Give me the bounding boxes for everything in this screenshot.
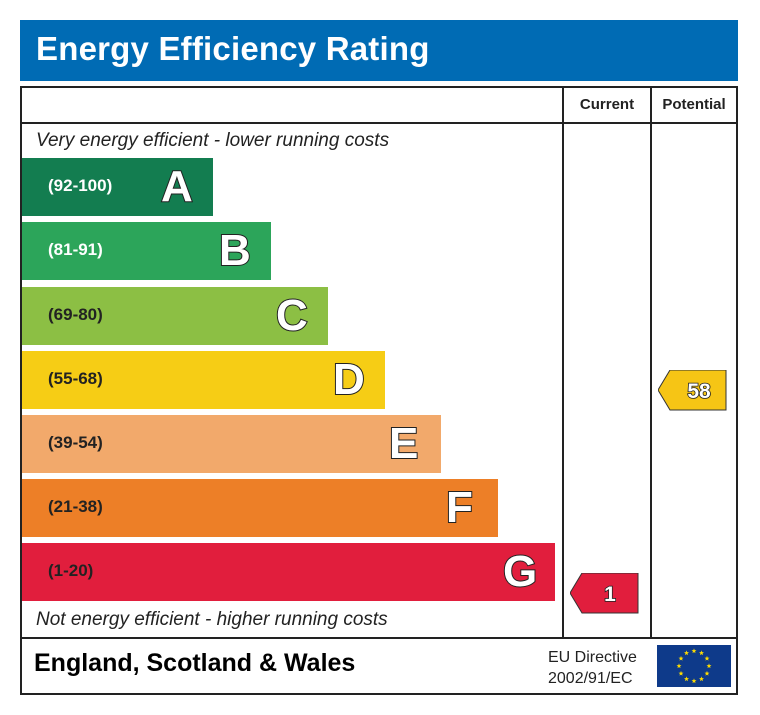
rating-bar-e: (39-54) E	[22, 415, 441, 473]
eu-star-icon	[699, 650, 704, 656]
column-divider-current	[562, 88, 564, 639]
top-caption: Very energy efficient - lower running co…	[36, 130, 390, 151]
rating-bar-c: (69-80) C	[22, 287, 328, 345]
eu-star-icon	[676, 663, 682, 669]
eu-directive-line1: EU Directive	[548, 649, 637, 666]
rating-letter-g: G	[502, 546, 538, 597]
rating-range-f: (21-38)	[48, 497, 103, 516]
rating-letter-e: E	[388, 418, 419, 469]
eu-star-icon	[699, 676, 704, 682]
bottom-caption: Not energy efficient - higher running co…	[36, 609, 388, 630]
eu-star-icon	[684, 676, 689, 682]
rating-range-e: (39-54)	[48, 433, 103, 452]
eu-star-icon	[691, 678, 697, 684]
eu-star-icon	[678, 670, 684, 676]
eu-star-icon	[704, 670, 710, 676]
eu-star-icon	[678, 655, 684, 661]
eu-directive-line2: 2002/91/EC	[548, 670, 633, 687]
potential-rating-arrow: 58	[658, 370, 727, 411]
rating-bar-a: (92-100) A	[22, 158, 213, 216]
rating-bar-g: (1-20) G	[22, 543, 555, 601]
rating-bar-d: (55-68) D	[22, 351, 385, 409]
eu-directive-label: EU Directive 2002/91/EC	[548, 647, 637, 689]
rating-letter-c: C	[275, 290, 309, 341]
eu-star-icon	[704, 655, 710, 661]
current-column-header: Current	[579, 96, 635, 113]
eu-star-icon	[706, 663, 712, 669]
page-title: Energy Efficiency Rating	[36, 30, 430, 67]
eu-star-icon	[691, 648, 697, 654]
eu-star-icon	[684, 650, 689, 656]
potential-column-header: Potential	[662, 96, 726, 113]
rating-range-g: (1-20)	[48, 561, 94, 580]
rating-letter-d: D	[332, 354, 366, 405]
rating-bar-b: (81-91) B	[22, 222, 271, 280]
column-divider-potential	[650, 88, 652, 639]
current-rating-value: 1	[604, 583, 616, 606]
rating-letter-a: A	[160, 161, 194, 212]
current-rating-arrow: 1	[570, 573, 639, 614]
rating-range-b: (81-91)	[48, 240, 103, 259]
potential-rating-value: 58	[687, 380, 711, 403]
rating-letter-b: B	[218, 225, 252, 276]
footer-row: England, Scotland & Wales EU Directive 2…	[22, 639, 736, 693]
footer-row-divider	[22, 637, 736, 639]
rating-table: Current Potential Very energy efficient …	[20, 86, 738, 695]
header-row-divider	[22, 122, 736, 124]
eu-flag-icon	[657, 645, 731, 687]
country-label: England, Scotland & Wales	[34, 649, 356, 677]
title-bar: Energy Efficiency Rating	[20, 20, 738, 81]
rating-bar-f: (21-38) F	[22, 479, 498, 537]
rating-range-d: (55-68)	[48, 369, 103, 388]
rating-range-a: (92-100)	[48, 176, 113, 195]
rating-range-c: (69-80)	[48, 305, 103, 324]
rating-letter-f: F	[445, 482, 474, 533]
